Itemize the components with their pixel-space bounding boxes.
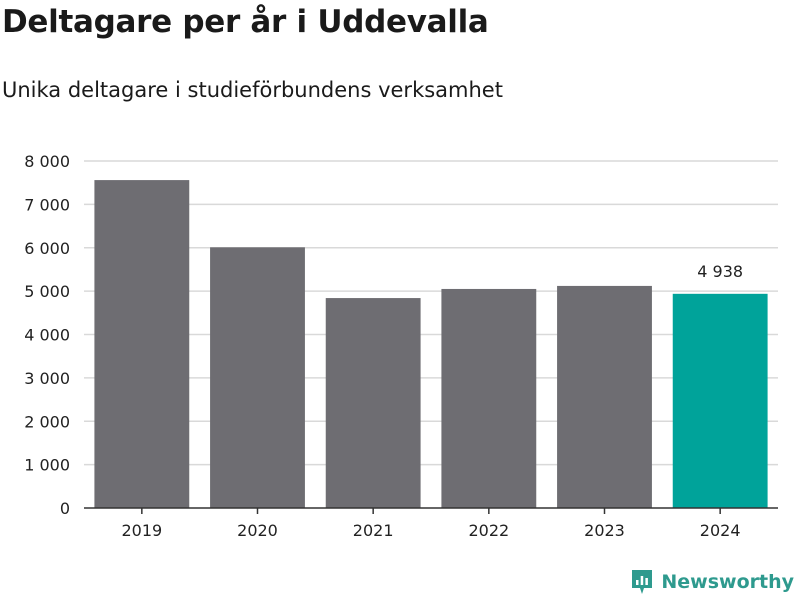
chart-title: Deltagare per år i Uddevalla <box>2 4 489 40</box>
bar <box>325 298 421 508</box>
y-tick-label: 2 000 <box>24 412 70 431</box>
y-tick-label: 0 <box>60 499 70 518</box>
x-tick-label: 2023 <box>584 521 625 540</box>
x-tick-label: 2019 <box>121 521 162 540</box>
chart-subtitle: Unika deltagare i studieförbundens verks… <box>2 78 503 102</box>
y-tick-label: 8 000 <box>24 152 70 171</box>
x-tick-label: 2022 <box>468 521 509 540</box>
bar <box>94 180 190 508</box>
y-tick-label: 4 000 <box>24 326 70 345</box>
bar <box>441 288 537 508</box>
bar <box>672 293 768 508</box>
brand-name: Newsworthy <box>661 571 794 593</box>
y-tick-label: 1 000 <box>24 456 70 475</box>
y-tick-label: 6 000 <box>24 239 70 258</box>
y-tick-label: 3 000 <box>24 369 70 388</box>
x-tick-label: 2024 <box>700 521 741 540</box>
y-tick-label: 5 000 <box>24 282 70 301</box>
y-tick-label: 7 000 <box>24 195 70 214</box>
newsworthy-logo-icon <box>632 570 653 594</box>
x-tick-label: 2020 <box>237 521 278 540</box>
data-label: 4 938 <box>697 262 743 281</box>
bar <box>557 285 652 508</box>
bar <box>210 247 305 508</box>
brand: Newsworthy <box>629 568 794 596</box>
x-tick-label: 2021 <box>353 521 394 540</box>
